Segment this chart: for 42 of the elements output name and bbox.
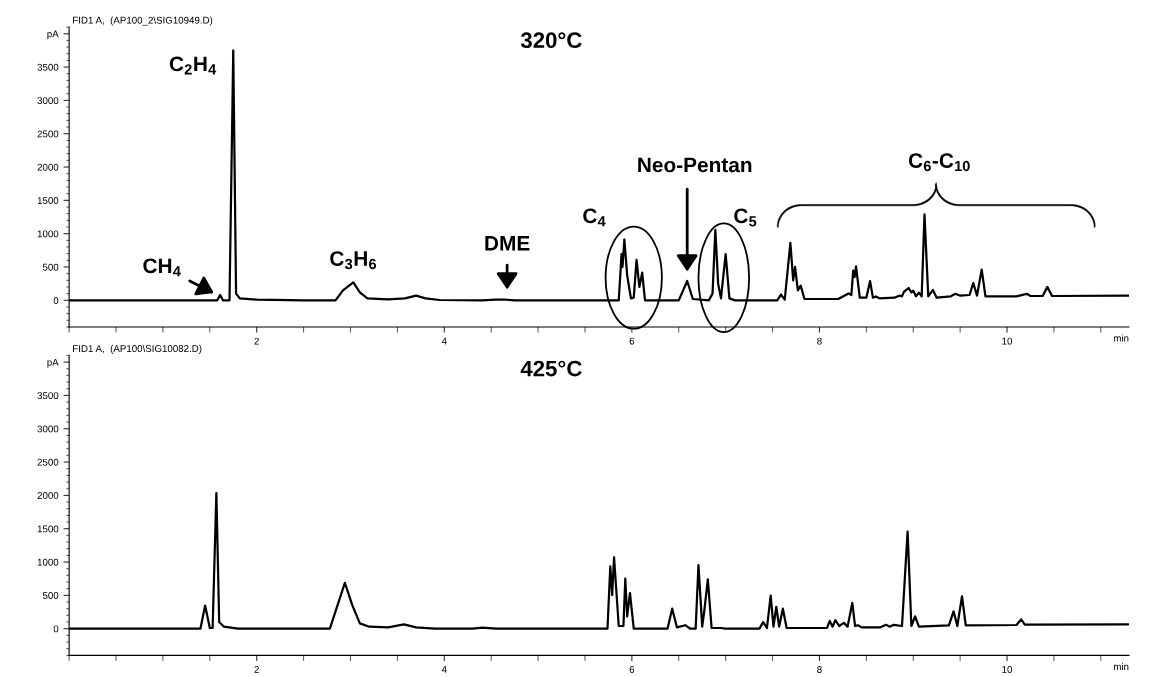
y-tick-label: pA <box>47 30 59 40</box>
x-tick-label: 2 <box>254 337 259 345</box>
x-tick-label: 6 <box>629 337 635 345</box>
y-tick-label: 3500 <box>37 63 59 71</box>
y-tick-label: 1000 <box>37 230 59 238</box>
x-tick-label: 6 <box>629 666 635 673</box>
y-tick-label: 1000 <box>37 558 59 566</box>
y-tick-label: 500 <box>42 592 59 599</box>
annotation: C$_{3}$H$_{6}$ <box>330 251 377 270</box>
chart-title: 320°C <box>520 32 582 49</box>
x-tick-label: 8 <box>817 666 822 673</box>
annotation: Neo-Pentan <box>638 157 752 173</box>
y-tick-label: 3000 <box>37 425 59 433</box>
y-tick-label: 2500 <box>37 458 59 466</box>
y-tick-label: 1500 <box>37 197 59 204</box>
annotation: C$_{5}$ <box>734 208 757 227</box>
y-tick-label: 1500 <box>37 525 59 533</box>
annotation: CH$_{4}$ <box>143 258 181 277</box>
x-tick-label: 4 <box>441 666 447 673</box>
y-tick-label: 2000 <box>37 492 59 499</box>
chart-subtitle: FID1 A, (AP100\SIG10082.D) <box>73 344 202 354</box>
y-tick-label: 2500 <box>37 130 59 138</box>
x-tick-label: 8 <box>817 337 822 345</box>
x-tick-label: 10 <box>1002 337 1013 345</box>
chart-subtitle: FID1 A, (AP100_2\SIG10949.D) <box>73 16 213 26</box>
annotation: C$_{4}$ <box>583 208 606 227</box>
chart-title: 425°C <box>520 360 582 377</box>
y-tick-label: 3500 <box>37 392 59 400</box>
x-tick-label: 2 <box>254 666 259 673</box>
y-tick-label: pA <box>47 358 59 368</box>
y-tick-label: 2000 <box>37 163 59 171</box>
annotation: DME <box>485 236 530 251</box>
x-tick-label: 4 <box>441 337 447 345</box>
y-tick-label: 0 <box>53 625 59 633</box>
y-tick-label: 3000 <box>37 97 59 105</box>
annotation: C$_{6}$-C$_{10}$ <box>908 153 970 172</box>
x-axis-title: min <box>1113 334 1129 342</box>
x-axis-title: min <box>1113 662 1129 670</box>
y-tick-label: 0 <box>53 297 59 304</box>
annotation: C$_{2}$H$_{4}$ <box>169 56 217 75</box>
y-tick-label: 500 <box>42 263 59 271</box>
x-tick-label: 10 <box>1002 666 1013 673</box>
